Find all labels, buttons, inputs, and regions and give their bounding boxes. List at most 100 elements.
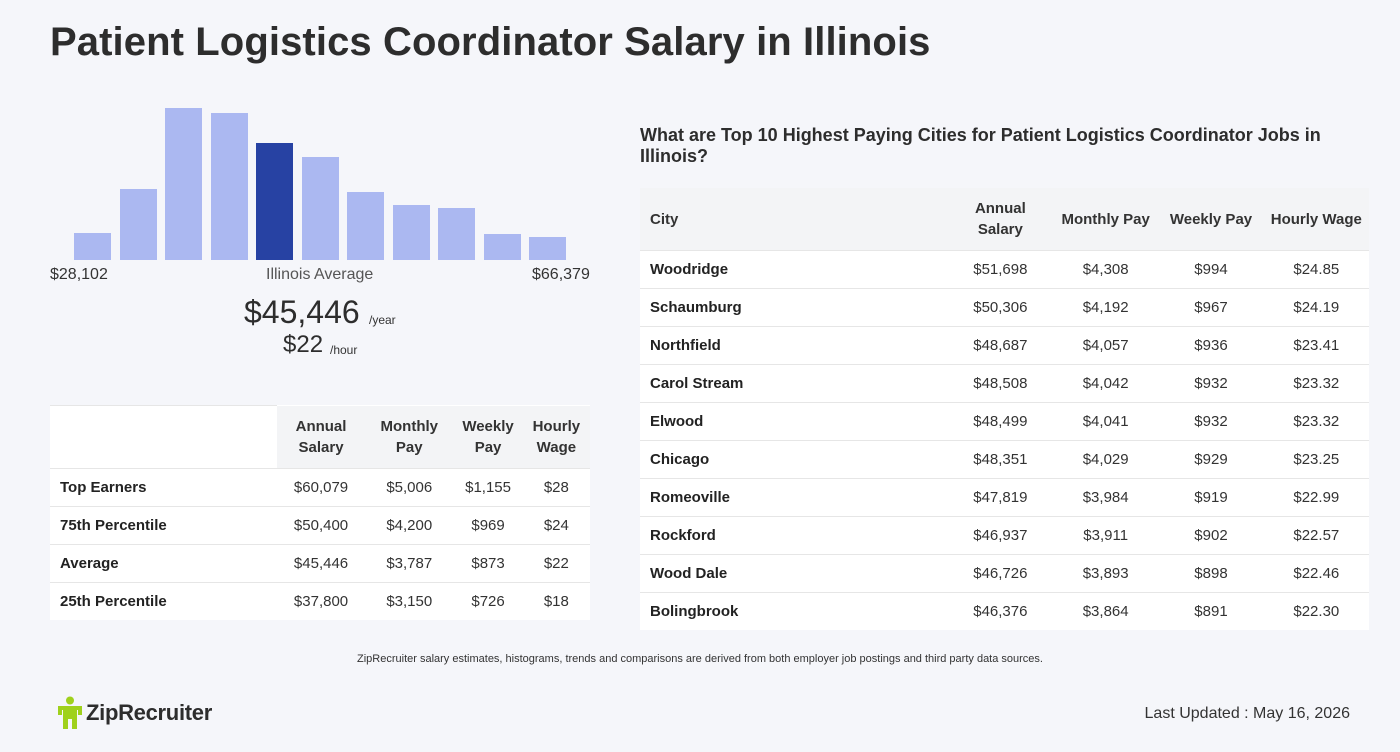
annual-salary-cell: $50,400	[276, 506, 366, 545]
histogram-bar-average	[256, 143, 293, 260]
city-name: Elwood	[640, 402, 948, 441]
city-name: Carol Stream	[640, 364, 948, 403]
weekly-pay-cell: $902	[1158, 516, 1264, 555]
row-label: Average	[50, 544, 277, 583]
range-min: $28,102	[50, 266, 108, 283]
row-label: Top Earners	[50, 468, 277, 507]
annual-salary-cell: $48,351	[947, 440, 1054, 479]
annual-salary-cell: $46,376	[947, 592, 1054, 630]
annual-salary-cell: $47,819	[947, 478, 1054, 517]
annual-salary-cell: $51,698	[947, 250, 1054, 289]
monthly-pay-cell: $4,192	[1053, 288, 1159, 327]
ziprecruiter-person-icon	[58, 696, 82, 730]
monthly-pay-cell: $4,200	[365, 506, 454, 545]
table-row: Top Earners $60,079 $5,006 $1,155 $28	[50, 468, 590, 507]
header-city: City	[640, 188, 948, 251]
last-updated: Last Updated : May 16, 2026	[1144, 705, 1350, 722]
hourly-wage-cell: $22.57	[1263, 516, 1369, 555]
weekly-pay-cell: $891	[1158, 592, 1264, 630]
histogram-bar	[119, 189, 157, 260]
hourly-wage-cell: $24.19	[1263, 288, 1369, 327]
header-hourly-wage: Hourly Wage	[1263, 188, 1369, 251]
row-label: 75th Percentile	[50, 506, 277, 545]
range-label: Illinois Average	[266, 266, 374, 283]
city-name: Schaumburg	[640, 288, 948, 327]
row-label: 25th Percentile	[50, 582, 277, 620]
monthly-pay-cell: $4,308	[1053, 250, 1159, 289]
weekly-pay-cell: $726	[453, 582, 523, 620]
weekly-pay-cell: $932	[1158, 364, 1264, 403]
percentile-table-header: Annual Salary Monthly Pay Weekly Pay Hou…	[50, 405, 590, 469]
salary-histogram	[50, 96, 590, 260]
annual-salary-cell: $48,508	[947, 364, 1054, 403]
weekly-pay-cell: $969	[453, 506, 523, 545]
hourly-wage-cell: $18	[522, 582, 590, 620]
city-name: Bolingbrook	[640, 592, 948, 630]
annual-salary-cell: $46,726	[947, 554, 1054, 593]
ziprecruiter-logo[interactable]: ZipRecruiter	[58, 695, 212, 731]
monthly-pay-cell: $3,984	[1053, 478, 1159, 517]
weekly-pay-cell: $936	[1158, 326, 1264, 365]
hourly-wage-cell: $24.85	[1263, 250, 1369, 289]
histogram-bar	[392, 205, 430, 260]
monthly-pay-cell: $3,787	[365, 544, 454, 583]
table-row: Woodridge $51,698 $4,308 $994 $24.85	[640, 250, 1369, 289]
table-row: Chicago $48,351 $4,029 $929 $23.25	[640, 440, 1369, 479]
hourly-wage-cell: $23.41	[1263, 326, 1369, 365]
histogram-bar	[483, 234, 521, 260]
ziprecruiter-logo-text: ZipRecruiter	[86, 700, 212, 725]
table-row: Northfield $48,687 $4,057 $936 $23.41	[640, 326, 1369, 365]
weekly-pay-cell: $919	[1158, 478, 1264, 517]
table-row: Rockford $46,937 $3,911 $902 $22.57	[640, 516, 1369, 555]
city-name: Northfield	[640, 326, 948, 365]
table-row: Bolingbrook $46,376 $3,864 $891 $22.30	[640, 592, 1369, 630]
header-weekly-pay: Weekly Pay	[453, 405, 523, 469]
table-row: Wood Dale $46,726 $3,893 $898 $22.46	[640, 554, 1369, 593]
weekly-pay-cell: $994	[1158, 250, 1264, 289]
hourly-wage-cell: $24	[522, 506, 590, 545]
annual-salary-cell: $45,446	[276, 544, 366, 583]
average-hourly-wage: $22	[283, 331, 324, 358]
header-hourly-wage: Hourly Wage	[522, 405, 590, 469]
hourly-wage-cell: $23.32	[1263, 402, 1369, 441]
average-yearly-unit: /year	[369, 313, 396, 327]
hourly-wage-cell: $22.30	[1263, 592, 1369, 630]
monthly-pay-cell: $4,041	[1053, 402, 1159, 441]
table-row: Carol Stream $48,508 $4,042 $932 $23.32	[640, 364, 1369, 403]
weekly-pay-cell: $929	[1158, 440, 1264, 479]
city-name: Chicago	[640, 440, 948, 479]
city-name: Rockford	[640, 516, 948, 555]
hourly-wage-cell: $23.25	[1263, 440, 1369, 479]
header-annual-salary: Annual Salary	[947, 188, 1054, 251]
weekly-pay-cell: $967	[1158, 288, 1264, 327]
page-title: Patient Logistics Coordinator Salary in …	[50, 20, 931, 64]
header-monthly-pay: Monthly Pay	[1053, 188, 1159, 251]
annual-salary-cell: $48,687	[947, 326, 1054, 365]
annual-salary-cell: $37,800	[276, 582, 366, 620]
hourly-wage-cell: $22	[522, 544, 590, 583]
monthly-pay-cell: $3,911	[1053, 516, 1159, 555]
range-max: $66,379	[532, 266, 590, 283]
weekly-pay-cell: $1,155	[453, 468, 523, 507]
histogram-bar	[210, 113, 248, 260]
monthly-pay-cell: $4,057	[1053, 326, 1159, 365]
histogram-bar	[165, 108, 202, 260]
empty-header-cell	[50, 405, 277, 469]
weekly-pay-cell: $873	[453, 544, 523, 583]
header-weekly-pay: Weekly Pay	[1158, 188, 1264, 251]
average-hourly-unit: /hour	[330, 343, 358, 357]
disclaimer: ZipRecruiter salary estimates, histogram…	[357, 653, 1043, 665]
percentile-table: Annual Salary Monthly Pay Weekly Pay Hou…	[50, 405, 590, 620]
weekly-pay-cell: $932	[1158, 402, 1264, 441]
hourly-wage-cell: $22.99	[1263, 478, 1369, 517]
header-monthly-pay: Monthly Pay	[365, 405, 454, 469]
histogram-bar	[301, 157, 339, 260]
histogram-bar	[529, 237, 566, 260]
cities-heading: What are Top 10 Highest Paying Cities fo…	[640, 125, 1321, 166]
table-row: Average $45,446 $3,787 $873 $22	[50, 544, 590, 583]
hourly-wage-cell: $28	[522, 468, 590, 507]
monthly-pay-cell: $4,042	[1053, 364, 1159, 403]
annual-salary-cell: $46,937	[947, 516, 1054, 555]
table-row: Romeoville $47,819 $3,984 $919 $22.99	[640, 478, 1369, 517]
hourly-wage-cell: $23.32	[1263, 364, 1369, 403]
